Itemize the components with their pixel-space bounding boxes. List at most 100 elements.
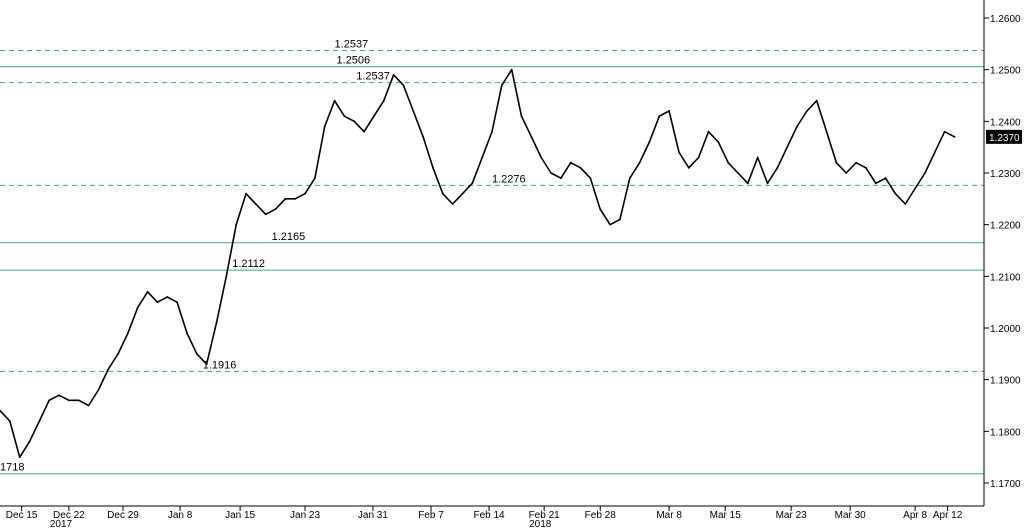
series-point-5 — [48, 399, 51, 402]
series-point-21 — [205, 363, 208, 366]
series-point-86 — [845, 172, 848, 174]
series-point-8 — [77, 399, 80, 402]
series-point-80 — [786, 146, 789, 149]
series-point-2 — [18, 456, 21, 459]
y-tick-label-8: 1.1800 — [990, 427, 1021, 438]
x-tick-label-3: Jan 8 — [168, 510, 193, 521]
y-tick-label-4: 1.2200 — [990, 221, 1021, 232]
y-tick-label-5: 1.2100 — [990, 272, 1021, 283]
reference-levels — [0, 50, 984, 475]
series-point-24 — [235, 223, 238, 226]
x-tick-label-4: Jan 15 — [225, 510, 255, 521]
series-point-22 — [215, 321, 218, 324]
x-tick-label-7: Feb 7 — [418, 510, 444, 521]
series-point-9 — [87, 404, 90, 407]
series-point-48 — [471, 182, 474, 185]
series-point-32 — [313, 177, 316, 180]
y-tick-label-7: 1.1900 — [990, 376, 1021, 387]
series-point-78 — [766, 182, 769, 185]
x-tick-label-8: Feb 14 — [473, 510, 505, 521]
series-point-45 — [441, 192, 444, 195]
series-point-67 — [658, 115, 661, 118]
series-point-16 — [156, 301, 159, 304]
series-line-0 — [0, 68, 955, 458]
y-tick-label-9: 1.1700 — [990, 479, 1021, 490]
series-point-27 — [264, 213, 267, 216]
annotation-4: 1.2165 — [272, 231, 306, 243]
series-point-33 — [323, 125, 326, 128]
series-point-41 — [402, 84, 405, 87]
series-point-66 — [648, 141, 651, 143]
series-point-15 — [146, 290, 149, 293]
annotation-7: 1718 — [0, 462, 24, 474]
series-point-52 — [510, 68, 513, 71]
last-value-label: 1.2370 — [989, 133, 1020, 144]
series-point-23 — [225, 275, 228, 278]
series-point-76 — [746, 182, 749, 185]
series-point-20 — [195, 352, 198, 355]
y-tick-label-1: 1.2500 — [990, 66, 1021, 77]
series-point-46 — [451, 203, 454, 205]
series-point-51 — [500, 84, 503, 87]
series-point-64 — [628, 177, 631, 180]
series-point-39 — [382, 99, 385, 102]
series-point-31 — [304, 192, 306, 195]
series-point-97 — [953, 135, 956, 138]
x-year-label-0: 2017 — [50, 519, 73, 528]
series-point-62 — [609, 223, 611, 226]
series-point-83 — [815, 99, 818, 102]
annotation-0: 1.2537 — [335, 39, 369, 51]
series-point-96 — [943, 130, 946, 133]
series-point-49 — [481, 156, 484, 159]
series-point-63 — [619, 218, 621, 221]
annotation-6: 1.1916 — [203, 359, 237, 371]
series-point-91 — [894, 192, 897, 195]
series-point-40 — [392, 73, 395, 76]
price-series — [0, 68, 956, 459]
series-point-77 — [756, 156, 759, 159]
series-point-53 — [520, 115, 523, 118]
series-point-4 — [38, 420, 41, 422]
x-tick-label-5: Jan 23 — [290, 510, 320, 521]
series-point-87 — [855, 161, 857, 164]
series-point-56 — [550, 172, 552, 174]
y-axis-ticks: 1.2600 1.2500 1.2400 1.2300 1.2200 1.2100 1.20… — [984, 14, 1021, 490]
series-point-34 — [333, 99, 336, 102]
series-point-88 — [865, 166, 867, 169]
series-point-19 — [186, 332, 188, 335]
series-point-95 — [933, 151, 936, 154]
series-point-69 — [678, 151, 680, 154]
annotation-1: 1.2506 — [337, 55, 371, 67]
series-point-28 — [274, 208, 277, 211]
series-point-43 — [422, 135, 425, 138]
series-point-11 — [107, 368, 110, 371]
series-point-29 — [284, 197, 287, 200]
series-point-7 — [67, 399, 70, 402]
series-point-36 — [353, 120, 356, 123]
series-point-74 — [727, 161, 730, 164]
y-tick-label-6: 1.2000 — [990, 324, 1021, 335]
series-point-17 — [166, 296, 169, 298]
series-point-37 — [363, 130, 365, 133]
annotation-5: 1.2112 — [232, 258, 265, 270]
series-point-57 — [559, 177, 562, 180]
series-point-81 — [796, 125, 798, 128]
x-tick-label-0: Dec 15 — [6, 510, 38, 521]
y-tick-label-2: 1.2400 — [990, 117, 1021, 128]
series-point-71 — [697, 156, 700, 159]
series-point-0 — [0, 409, 1, 412]
series-point-85 — [835, 161, 838, 164]
y-tick-label-0: 1.2600 — [990, 14, 1021, 25]
series-point-6 — [58, 394, 60, 397]
x-tick-label-12: Mar 15 — [710, 510, 742, 521]
x-tick-label-13: Mar 23 — [776, 510, 808, 521]
annotation-2: 1.2537 — [356, 71, 390, 83]
series-point-94 — [924, 172, 926, 174]
series-point-1 — [8, 420, 11, 422]
series-point-92 — [904, 203, 907, 205]
series-point-35 — [343, 115, 346, 118]
x-tick-label-10: Feb 28 — [585, 510, 617, 521]
series-point-75 — [737, 172, 739, 174]
